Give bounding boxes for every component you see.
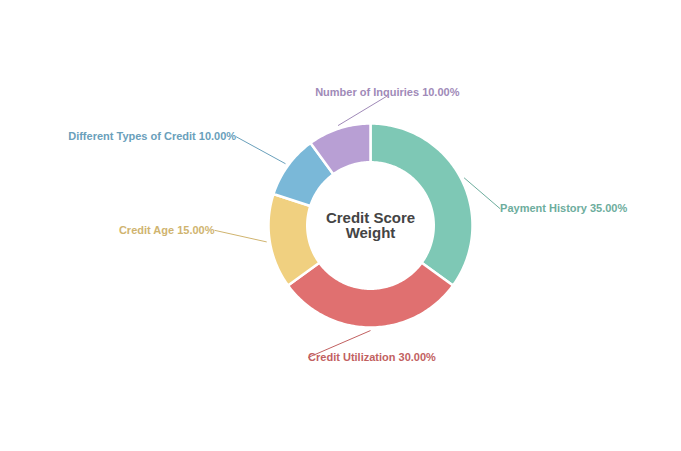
svg-text:Payment History 35.00%: Payment History 35.00%	[500, 202, 627, 214]
svg-text:Credit ScoreWeight: Credit ScoreWeight	[326, 209, 415, 241]
svg-text:Different Types of Credit 10.0: Different Types of Credit 10.00%	[68, 130, 236, 142]
svg-text:Credit Utilization 30.00%: Credit Utilization 30.00%	[308, 351, 436, 363]
svg-text:Credit Age 15.00%: Credit Age 15.00%	[119, 224, 215, 236]
svg-text:Number of Inquiries 10.00%: Number of Inquiries 10.00%	[315, 86, 459, 98]
